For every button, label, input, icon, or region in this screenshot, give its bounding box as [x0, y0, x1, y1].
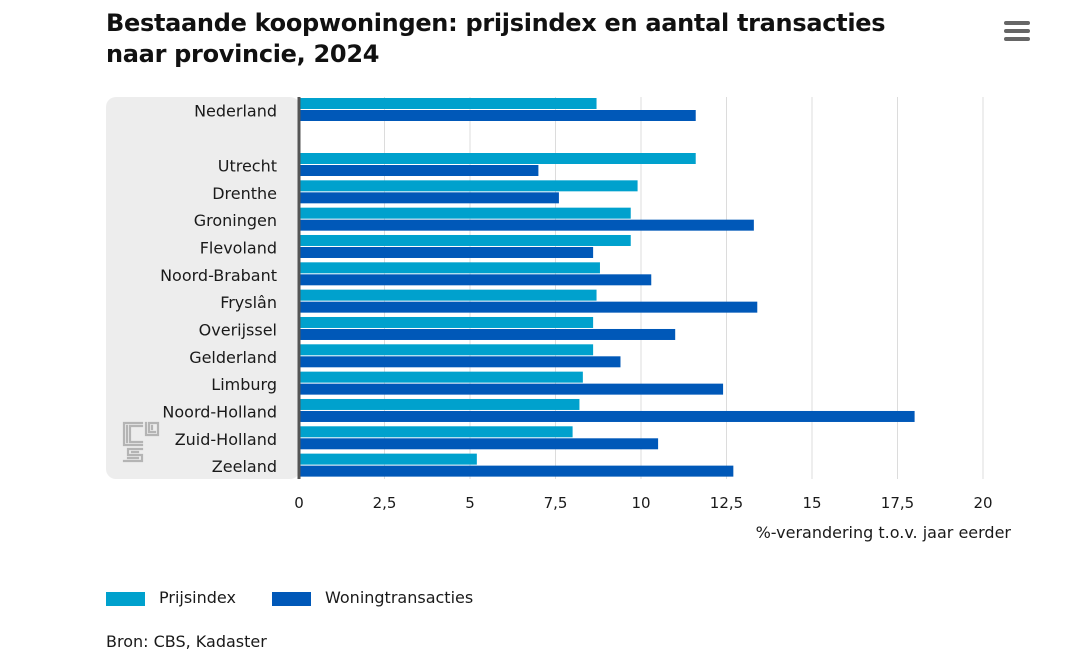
source-note: Bron: CBS, Kadaster [106, 632, 267, 651]
x-tick-label: 12,5 [710, 494, 743, 512]
category-label-limburg: Limburg [211, 375, 277, 394]
bar-prijsindex-drenthe[interactable] [299, 180, 638, 192]
category-label-flevoland: Flevoland [200, 238, 277, 257]
bar-prijsindex-gelderland[interactable] [299, 344, 594, 356]
category-label-gelderland: Gelderland [189, 348, 277, 367]
legend-swatch-woningtransacties [272, 592, 311, 606]
x-tick-label: 20 [973, 494, 992, 512]
bar-prijsindex-zeeland[interactable] [299, 453, 477, 465]
legend-label-prijsindex: Prijsindex [159, 588, 236, 607]
bar-woningtransacties-utrecht[interactable] [299, 165, 539, 176]
category-label-panel [106, 97, 300, 479]
bar-woningtransacties-gelderland[interactable] [299, 356, 621, 368]
category-label-zuid-holland: Zuid-Holland [175, 430, 277, 449]
x-tick-label: 7,5 [544, 494, 568, 512]
category-label-drenthe: Drenthe [212, 184, 277, 203]
category-label-noord-brabant: Noord-Brabant [160, 266, 277, 285]
category-label-overijssel: Overijssel [199, 320, 277, 339]
x-tick-label: 5 [465, 494, 475, 512]
bar-woningtransacties-drenthe[interactable] [299, 192, 559, 204]
bar-prijsindex-noord-brabant[interactable] [299, 262, 600, 274]
x-tick-labels: 0 2,5 5 7,5 10 12,5 15 17,5 20 [294, 494, 992, 512]
hamburger-menu-icon[interactable] [1004, 20, 1032, 44]
bar-prijsindex-noord-holland[interactable] [299, 398, 580, 410]
cbs-logo-icon [122, 421, 160, 463]
bar-prijsindex-limburg[interactable] [299, 371, 583, 383]
bar-prijsindex-utrecht[interactable] [299, 153, 696, 164]
x-tick-label: 15 [802, 494, 821, 512]
bar-woningtransacties-groningen[interactable] [299, 219, 754, 231]
category-label-utrecht: Utrecht [218, 157, 277, 176]
category-label-noord-holland: Noord-Holland [162, 402, 277, 421]
bar-woningtransacties-zeeland[interactable] [299, 465, 734, 477]
bar-prijsindex-groningen[interactable] [299, 207, 631, 219]
bar-prijsindex-overijssel[interactable] [299, 316, 594, 328]
bar-prijsindex-fryslan[interactable] [299, 289, 597, 301]
bar-prijsindex-flevoland[interactable] [299, 234, 631, 246]
bar-woningtransacties-nederland[interactable] [299, 110, 696, 121]
bar-woningtransacties-limburg[interactable] [299, 383, 724, 395]
x-tick-label: 17,5 [881, 494, 914, 512]
category-labels: Nederland Utrecht Drenthe Groningen Flevolan… [160, 102, 277, 477]
bar-woningtransacties-zuid-holland[interactable] [299, 438, 659, 450]
x-tick-label: 0 [294, 494, 304, 512]
legend-label-woningtransacties: Woningtransacties [325, 588, 474, 607]
x-tick-label: 2,5 [373, 494, 397, 512]
bar-woningtransacties-flevoland[interactable] [299, 246, 594, 258]
category-label-zeeland: Zeeland [212, 457, 277, 476]
bar-prijsindex-nederland[interactable] [299, 98, 597, 109]
bar-woningtransacties-noord-brabant[interactable] [299, 274, 652, 286]
category-label-nederland: Nederland [194, 102, 277, 121]
bar-woningtransacties-noord-holland[interactable] [299, 410, 915, 422]
x-tick-label: 10 [631, 494, 650, 512]
legend-swatch-prijsindex [106, 592, 145, 606]
bar-woningtransacties-overijssel[interactable] [299, 328, 676, 340]
bar-prijsindex-zuid-holland[interactable] [299, 426, 573, 438]
chart-title: Bestaande koopwoningen: prijsindex en aa… [106, 9, 886, 68]
bar-woningtransacties-fryslan[interactable] [299, 301, 758, 313]
category-label-fryslan: Fryslân [220, 293, 277, 312]
category-label-groningen: Groningen [194, 211, 277, 230]
x-axis-label: %-verandering t.o.v. jaar eerder [756, 523, 1012, 542]
bars [299, 98, 915, 477]
